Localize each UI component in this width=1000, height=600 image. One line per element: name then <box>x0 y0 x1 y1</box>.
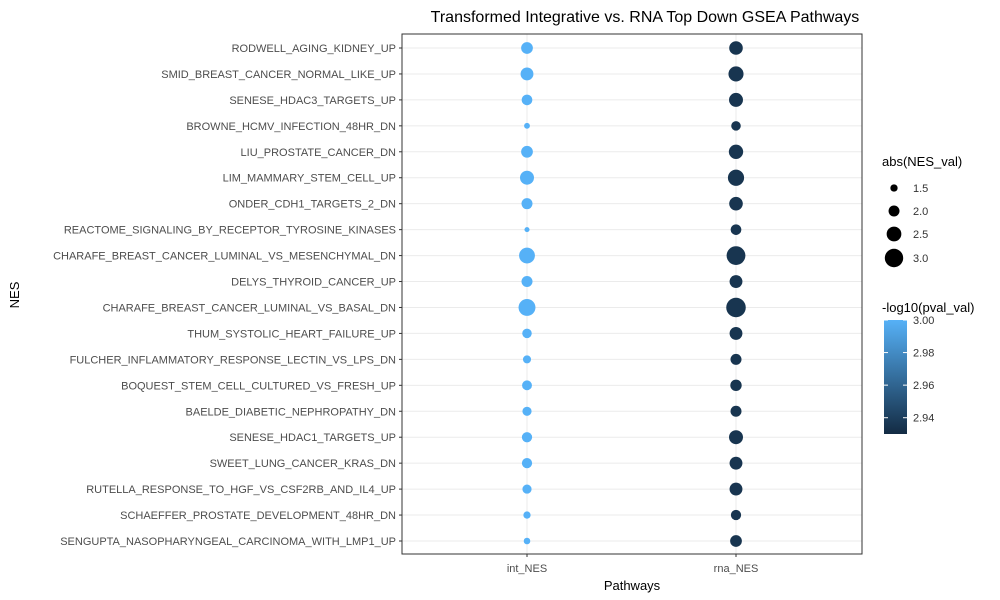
y-tick-label: SWEET_LUNG_CANCER_KRAS_DN <box>210 458 396 470</box>
data-point <box>730 224 742 235</box>
data-points <box>518 41 746 547</box>
data-point <box>518 299 536 316</box>
data-point <box>521 145 533 158</box>
y-tick-label: REACTOME_SIGNALING_BY_RECEPTOR_TYROSINE_… <box>64 225 396 237</box>
color-legend-title: -log10(pval_val) <box>882 300 975 315</box>
data-point <box>729 196 743 211</box>
y-tick-label: DELYS_THYROID_CANCER_UP <box>231 277 396 289</box>
data-point <box>524 122 530 129</box>
size-legend-label: 1.5 <box>913 183 928 195</box>
data-point <box>729 430 743 445</box>
data-point <box>730 509 742 521</box>
data-point <box>522 355 532 364</box>
data-point <box>731 121 741 131</box>
y-tick-label: BROWNE_HCMV_INFECTION_48HR_DN <box>186 121 396 133</box>
y-tick-label: CHARAFE_BREAST_CANCER_LUMINAL_VS_MESENCH… <box>53 251 396 263</box>
data-point <box>521 94 533 106</box>
data-point <box>520 67 534 81</box>
y-tick-label: CHARAFE_BREAST_CANCER_LUMINAL_VS_BASAL_D… <box>103 302 396 314</box>
x-axis-ticks: int_NES rna_NES <box>507 554 759 575</box>
y-tick-label: THUM_SYSTOLIC_HEART_FAILURE_UP <box>187 328 396 340</box>
size-legend-label: 2.5 <box>913 229 928 241</box>
data-point <box>521 432 533 443</box>
size-legend-title: abs(NES_val) <box>882 154 962 169</box>
data-point <box>522 328 532 339</box>
y-tick-label: RODWELL_AGING_KIDNEY_UP <box>232 43 396 55</box>
size-legend-key <box>886 226 902 242</box>
x-axis-title: Pathways <box>604 578 661 593</box>
data-point <box>730 353 742 365</box>
data-point <box>524 227 530 233</box>
y-tick-label: SENGUPTA_NASOPHARYNGEAL_CARCINOMA_WITH_L… <box>60 536 396 548</box>
color-legend-label: 3.00 <box>913 315 934 327</box>
y-tick-label: RUTELLA_RESPONSE_TO_HGF_VS_CSF2RB_AND_IL… <box>86 484 396 496</box>
data-point <box>521 198 533 210</box>
data-point <box>729 482 743 496</box>
y-tick-label: SENESE_HDAC3_TARGETS_UP <box>229 95 396 107</box>
data-point <box>519 247 535 264</box>
chart-title: Transformed Integrative vs. RNA Top Down… <box>431 9 860 26</box>
data-point <box>726 246 746 265</box>
data-point <box>729 92 743 107</box>
data-point <box>726 297 746 318</box>
size-legend-label: 3.0 <box>913 253 928 265</box>
y-axis-ticks: RODWELL_AGING_KIDNEY_UP SMID_BREAST_CANCE… <box>53 43 402 548</box>
data-point <box>522 406 532 416</box>
y-tick-label: SENESE_HDAC1_TARGETS_UP <box>229 432 396 444</box>
color-legend-label: 2.94 <box>913 413 934 425</box>
color-legend-bar <box>884 320 907 434</box>
data-point <box>729 275 743 288</box>
data-point <box>523 511 531 519</box>
data-point <box>520 170 534 185</box>
data-point <box>728 144 744 159</box>
y-tick-label: BAELDE_DIABETIC_NEPHROPATHY_DN <box>186 406 397 418</box>
y-tick-label: BOQUEST_STEM_CELL_CULTURED_VS_FRESH_UP <box>121 380 396 392</box>
data-point <box>729 41 743 55</box>
y-tick-label: LIU_PROSTATE_CANCER_DN <box>241 147 397 159</box>
size-legend-key <box>888 205 900 217</box>
data-point <box>521 276 533 288</box>
size-legend-key <box>884 248 904 268</box>
data-point <box>522 484 532 494</box>
y-tick-label: SCHAEFFER_PROSTATE_DEVELOPMENT_48HR_DN <box>120 510 396 522</box>
data-point <box>521 42 533 54</box>
y-tick-label: FULCHER_INFLAMMATORY_RESPONSE_LECTIN_VS_… <box>70 354 396 366</box>
size-legend-label: 2.0 <box>913 206 928 218</box>
y-tick-label: LIM_MAMMARY_STEM_CELL_UP <box>223 173 396 185</box>
y-axis-title: NES <box>7 281 22 308</box>
size-legend: abs(NES_val) 1.5 2.0 2.5 3.0 <box>882 154 962 268</box>
y-tick-label: SMID_BREAST_CANCER_NORMAL_LIKE_UP <box>161 69 396 81</box>
data-point <box>522 380 532 391</box>
data-point <box>727 169 745 186</box>
data-point <box>521 458 533 469</box>
color-legend-label: 2.98 <box>913 348 934 360</box>
x-tick-label: int_NES <box>507 563 547 575</box>
color-legend-label: 2.96 <box>913 380 934 392</box>
y-tick-label: ONDER_CDH1_TARGETS_2_DN <box>229 199 396 211</box>
data-point <box>730 535 742 547</box>
data-point <box>730 379 742 392</box>
x-tick-label: rna_NES <box>714 563 759 575</box>
data-point <box>523 537 531 545</box>
plot-border <box>401 33 863 555</box>
plot-panel <box>402 34 862 554</box>
data-point <box>729 326 743 340</box>
color-legend: -log10(pval_val) 2.94 2.96 2.98 3.00 <box>882 300 975 434</box>
data-point <box>730 405 742 417</box>
size-legend-key <box>890 184 898 192</box>
data-point <box>728 66 744 82</box>
data-point <box>729 456 743 470</box>
